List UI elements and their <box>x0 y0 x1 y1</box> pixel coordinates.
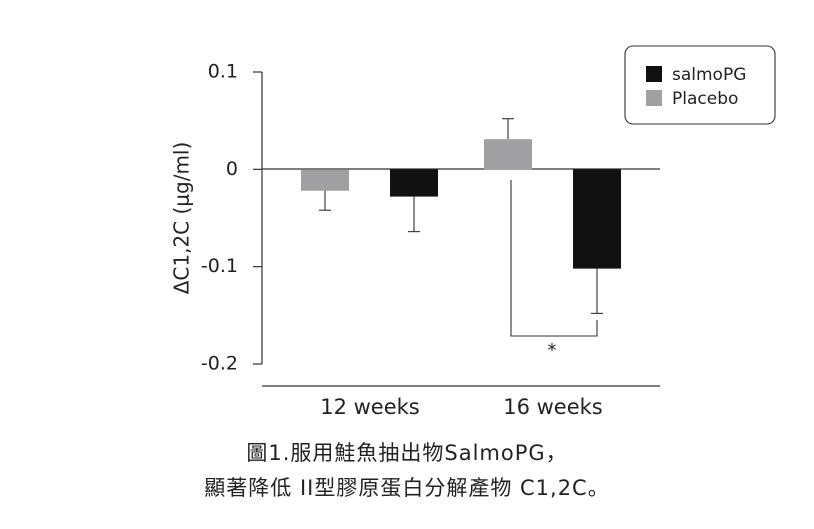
chart: 0.1 0 -0.1 -0.2 ΔC1,2C (μg/ml) 12 weeks 16 … <box>170 45 776 419</box>
x-tick-label-12-weeks: 12 weeks <box>320 395 420 419</box>
y-ticks: 0.1 0 -0.1 -0.2 <box>201 61 262 375</box>
legend-box <box>624 45 776 125</box>
bars <box>301 118 621 314</box>
y-tick-label: -0.2 <box>201 353 238 375</box>
y-tick-label: 0 <box>226 158 238 180</box>
significance-star: * <box>548 340 557 361</box>
x-tick-label-16-weeks: 16 weeks <box>503 395 603 419</box>
legend-label-placebo: Placebo <box>672 89 738 109</box>
bar-placebo-12-weeks <box>301 169 349 191</box>
legend-label-salmopg: salmoPG <box>672 65 746 85</box>
y-tick-label: 0.1 <box>208 61 238 83</box>
y-axis-label: ΔC1,2C (μg/ml) <box>170 142 194 295</box>
bar-salmopg-12-weeks <box>390 169 438 197</box>
figure-caption-line-1: 圖1.服用鮭魚抽出物SalmoPG， <box>246 441 568 465</box>
legend-swatch-salmopg <box>646 66 662 82</box>
significance-bracket <box>510 180 598 337</box>
figure-caption-line-2: 顯著降低 II型膠原蛋白分解產物 C1,2C。 <box>204 476 610 500</box>
legend: salmoPG Placebo <box>624 45 776 125</box>
legend-swatch-placebo <box>646 90 662 106</box>
bar-placebo-16-weeks <box>484 139 532 170</box>
bar-salmopg-16-weeks <box>573 169 621 269</box>
y-tick-label: -0.1 <box>201 255 238 277</box>
